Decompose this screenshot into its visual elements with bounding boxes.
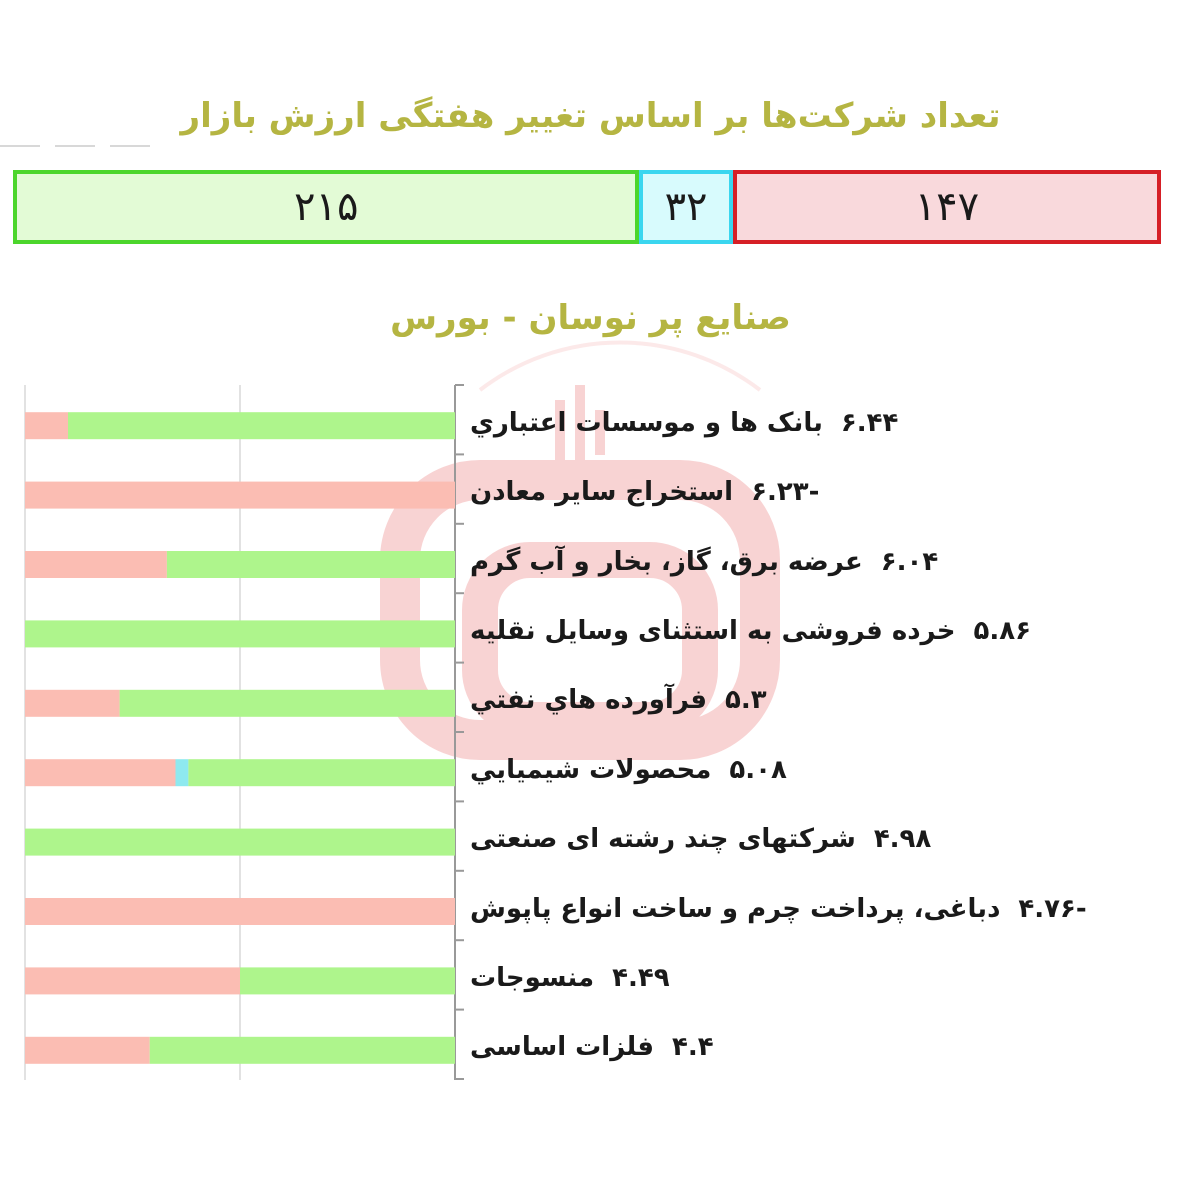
value-label: ۶.۰۴ (880, 546, 939, 577)
category-row: ۴.۴۹ منسوجات (470, 958, 1110, 998)
page-title: تعداد شرکت‌ها بر اساس تغییر هفتگی ارزش ب… (180, 96, 1001, 136)
category-label: عرضه برق، گاز، بخار و آب گرم (470, 546, 863, 577)
value-label: ۵.۸۶ (973, 615, 1031, 646)
category-row: ۵.۰۸ محصولات شيميايي (470, 750, 1110, 790)
bar-down-0 (25, 412, 68, 440)
category-row: ۶.۰۴ عرضه برق، گاز، بخار و آب گرم (470, 542, 1110, 582)
bar-down-8 (25, 967, 240, 995)
category-row: ۶.۲۳- استخراج ساير معادن (470, 472, 1110, 512)
category-label: استخراج ساير معادن (470, 477, 734, 508)
value-label: ۵.۳ (725, 685, 767, 716)
category-row: ۵.۳ فرآورده هاي نفتي (470, 680, 1110, 720)
bar-up-5 (188, 759, 455, 787)
category-row: ۴.۴ فلزات اساسی (470, 1027, 1110, 1067)
summary-segment-down: ۱۴۷ (732, 170, 1161, 244)
bar-down-4 (25, 689, 120, 717)
decorative-divider (0, 145, 150, 147)
value-label: ۵.۰۸ (729, 754, 787, 785)
bar-down-2 (25, 551, 167, 578)
category-label: دباغی، پرداخت چرم و ساخت انواع پاپوش (470, 893, 1001, 924)
category-row: ۴.۷۶- دباغی، پرداخت چرم و ساخت انواع پاپو… (470, 889, 1110, 929)
bar-up-8 (240, 967, 455, 995)
bar-up-3 (25, 620, 455, 648)
category-label: شرکتهای چند رشته ای صنعتی (470, 824, 856, 855)
bar-up-4 (119, 689, 455, 717)
bar-up-9 (149, 1036, 455, 1064)
category-label: بانک ها و موسسات اعتباري (470, 407, 823, 438)
value-label: ۶.۲۳- (751, 477, 820, 508)
bar-down-9 (25, 1036, 150, 1064)
category-label: فلزات اساسی (470, 1032, 655, 1063)
summary-segment-flat: ۳۲ (639, 170, 733, 244)
category-label: منسوجات (470, 962, 595, 993)
bar-flat-5 (175, 759, 189, 787)
bar-down-5 (25, 759, 176, 787)
bar-down-1 (25, 481, 455, 509)
category-label: فرآورده هاي نفتي (470, 685, 708, 716)
category-row: ۶.۴۴ بانک ها و موسسات اعتباري (470, 403, 1110, 443)
value-label: ۴.۴۹ (612, 962, 670, 993)
category-row: ۵.۸۶ خرده فروشی به استثنای وسايل نقليه (470, 611, 1110, 651)
value-label: ۶.۴۴ (840, 407, 899, 438)
value-label: ۴.۴ (672, 1032, 714, 1063)
bar-down-7 (25, 898, 455, 925)
category-row: ۴.۹۸ شرکتهای چند رشته ای صنعتی (470, 819, 1110, 859)
value-label: ۴.۷۶- (1018, 893, 1087, 924)
industry-bar-chart (24, 384, 464, 1080)
chart-subtitle: صنایع پر نوسان - بورس (390, 298, 791, 338)
summary-segment-up: ۲۱۵ (13, 170, 640, 244)
market-summary-bar: ۲۱۵ ۳۲ ۱۴۷ (13, 170, 1161, 244)
bar-up-0 (68, 412, 455, 440)
bar-up-6 (25, 828, 455, 856)
category-label: خرده فروشی به استثنای وسايل نقليه (470, 615, 956, 646)
value-label: ۴.۹۸ (873, 824, 932, 855)
bar-up-2 (166, 551, 455, 578)
category-label: محصولات شيميايي (470, 754, 712, 785)
